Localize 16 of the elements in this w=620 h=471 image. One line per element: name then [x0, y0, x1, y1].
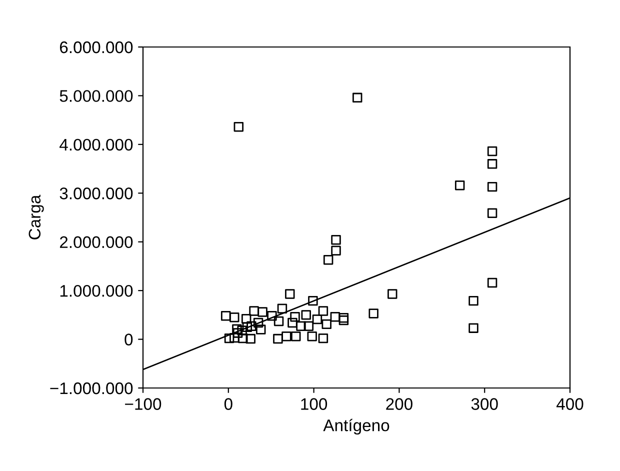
- y-tick-label: 1.000.000: [60, 284, 133, 297]
- x-tick-label: 400: [556, 398, 584, 410]
- y-axis-title: Carga: [28, 194, 44, 240]
- y-tick-label: 0: [124, 334, 133, 346]
- x-tick-label: 0: [224, 398, 232, 410]
- y-tick-label: 6.000.000: [60, 41, 133, 54]
- y-tick-label: 5.000.000: [60, 90, 133, 102]
- x-axis-title: Antígeno: [323, 418, 390, 435]
- x-tick-label: −100: [125, 398, 162, 410]
- y-tick-label: −1.000.000: [50, 382, 133, 394]
- y-tick-label: 4.000.000: [60, 138, 133, 151]
- x-tick-label: 200: [386, 398, 412, 410]
- x-tick-label: 300: [471, 398, 498, 410]
- y-tick-label: 3.000.000: [60, 188, 133, 200]
- y-tick-label: 2.000.000: [60, 236, 133, 248]
- x-tick-label: 100: [301, 398, 328, 410]
